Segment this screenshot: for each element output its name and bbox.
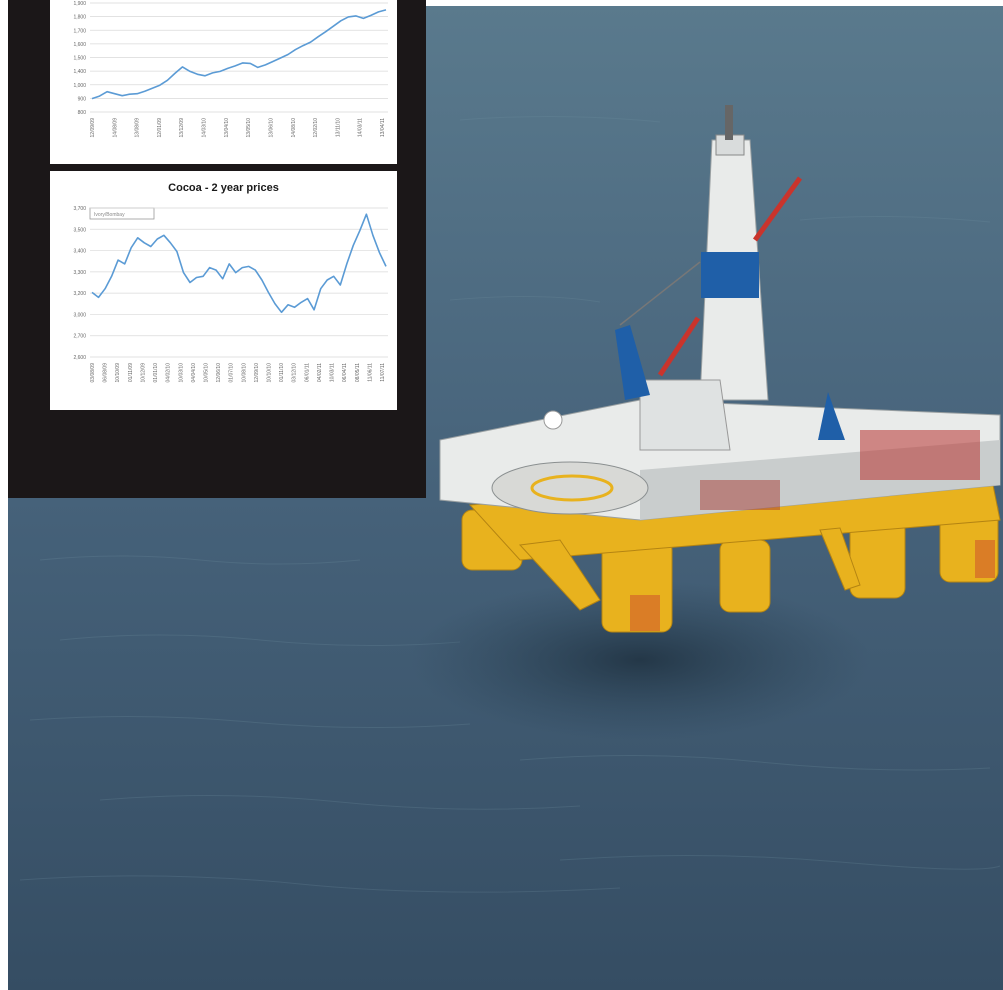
x-tick-label: 14/03/10: [202, 118, 208, 138]
y-tick-label: 3,000: [73, 312, 86, 318]
x-tick-label: 11/07/11: [380, 363, 386, 382]
x-tick-label: 01/11/10: [279, 363, 285, 382]
x-tick-label: 12/06/10: [216, 363, 222, 383]
x-tick-label: 12/09/10: [254, 363, 260, 383]
x-tick-label: 10/08/10: [241, 363, 247, 383]
x-tick-label: 06/08/09: [103, 363, 109, 383]
helideck: [491, 461, 649, 515]
y-tick-label: 1,800: [73, 15, 86, 21]
y-tick-label: 3,500: [73, 227, 86, 233]
x-tick-label: 12/01/09: [157, 118, 163, 138]
x-tick-label: 13/05/10: [246, 118, 252, 138]
x-tick-label: 01/07/10: [229, 363, 235, 383]
y-tick-label: 3,300: [73, 270, 86, 276]
x-tick-label: 13/06/10: [268, 118, 274, 138]
y-tick-label: 1,000: [73, 83, 86, 89]
rig-blue-cranes: [615, 325, 845, 440]
y-tick-label: 1,500: [73, 56, 86, 62]
rig-wake: [410, 580, 870, 740]
x-tick-label: 01/11/09: [128, 363, 134, 382]
series-line-price: [91, 9, 387, 100]
x-tick-label: 13/12/09: [179, 118, 185, 138]
x-tick-label: 01/01/10: [153, 363, 159, 383]
x-tick-label: 06/01/11: [304, 363, 310, 382]
rig-derrick: [639, 105, 769, 451]
x-tick-label: 10/05/10: [203, 363, 209, 383]
x-tick-label: 13/04/10: [224, 118, 230, 138]
y-tick-label: 2,600: [73, 355, 86, 361]
y-tick-label: 3,200: [73, 291, 86, 297]
cocoa-2-year-price-chart: Ivory/Bombay 3,700 3,500 3,400 3,300 3,200 3,…: [73, 206, 388, 383]
sea-ripples: [19, 115, 1001, 893]
price-chart-1: 1,900 1,800 1,700 1,600 1,500 1,400 1,000 900 80…: [73, 1, 388, 138]
y-tick-label: 2,700: [73, 334, 86, 340]
y-tick-label: 1,400: [73, 69, 86, 75]
top-page-margin: [0, 0, 1003, 6]
chart-inset-board: 1,900 1,800 1,700 1,600 1,500 1,400 1,000 900 80…: [8, 0, 426, 498]
x-tick-label: 04/02/10: [166, 363, 172, 383]
x-tick-label: 08/05/11: [355, 363, 361, 382]
rig-leg-rust: [630, 540, 995, 631]
x-tick-label: 10/12/09: [140, 363, 146, 383]
x-tick-label: 14/03/11: [358, 118, 364, 137]
x-tick-label: 03/12/10: [292, 363, 298, 383]
legend-label: Ivory/Bombay: [94, 212, 125, 218]
x-tick-label: 13/04/11: [380, 118, 386, 137]
y-tick-label: 3,700: [73, 206, 86, 212]
y-tick-label: 1,900: [73, 1, 86, 7]
cocoa-chart-panel: Cocoa - 2 year prices Ivory/Bombay 3,700…: [50, 171, 397, 410]
x-tick-label: 12/02/10: [313, 118, 319, 138]
x-tick-label: 12/09/09: [90, 118, 96, 138]
price-chart-panel-1: 1,900 1,800 1,700 1,600 1,500 1,400 1,000 900 80…: [50, 0, 397, 164]
x-tick-label: 10/03/11: [330, 363, 336, 382]
x-tick-label: 13/08/09: [135, 118, 141, 138]
series-line-ivory-bombay: [91, 213, 387, 314]
x-tick-label: 10/03/10: [178, 363, 184, 383]
y-tick-label: 1,600: [73, 42, 86, 48]
x-tick-label: 14/08/10: [291, 118, 297, 138]
y-tick-label: 800: [78, 110, 87, 116]
x-tick-label: 04/04/10: [191, 363, 197, 383]
chart-title: Cocoa - 2 year prices: [168, 182, 279, 194]
x-tick-label: 06/04/11: [342, 363, 348, 382]
x-tick-label: 10/10/09: [115, 363, 121, 383]
x-tick-label: 11/06/11: [367, 363, 373, 382]
x-tick-label: 03/08/09: [90, 363, 96, 383]
x-tick-label: 04/02/11: [317, 363, 323, 382]
left-page-margin: [0, 0, 8, 990]
rig-deck: [439, 399, 1001, 521]
y-tick-label: 3,400: [73, 249, 86, 255]
y-tick-label: 1,700: [73, 28, 86, 34]
rig-cranes: [619, 176, 803, 377]
y-tick-label: 900: [78, 96, 87, 102]
x-tick-label: 14/08/09: [112, 118, 118, 138]
x-tick-label: 10/10/10: [267, 363, 273, 383]
x-tick-label: 13/11/10: [335, 118, 341, 137]
